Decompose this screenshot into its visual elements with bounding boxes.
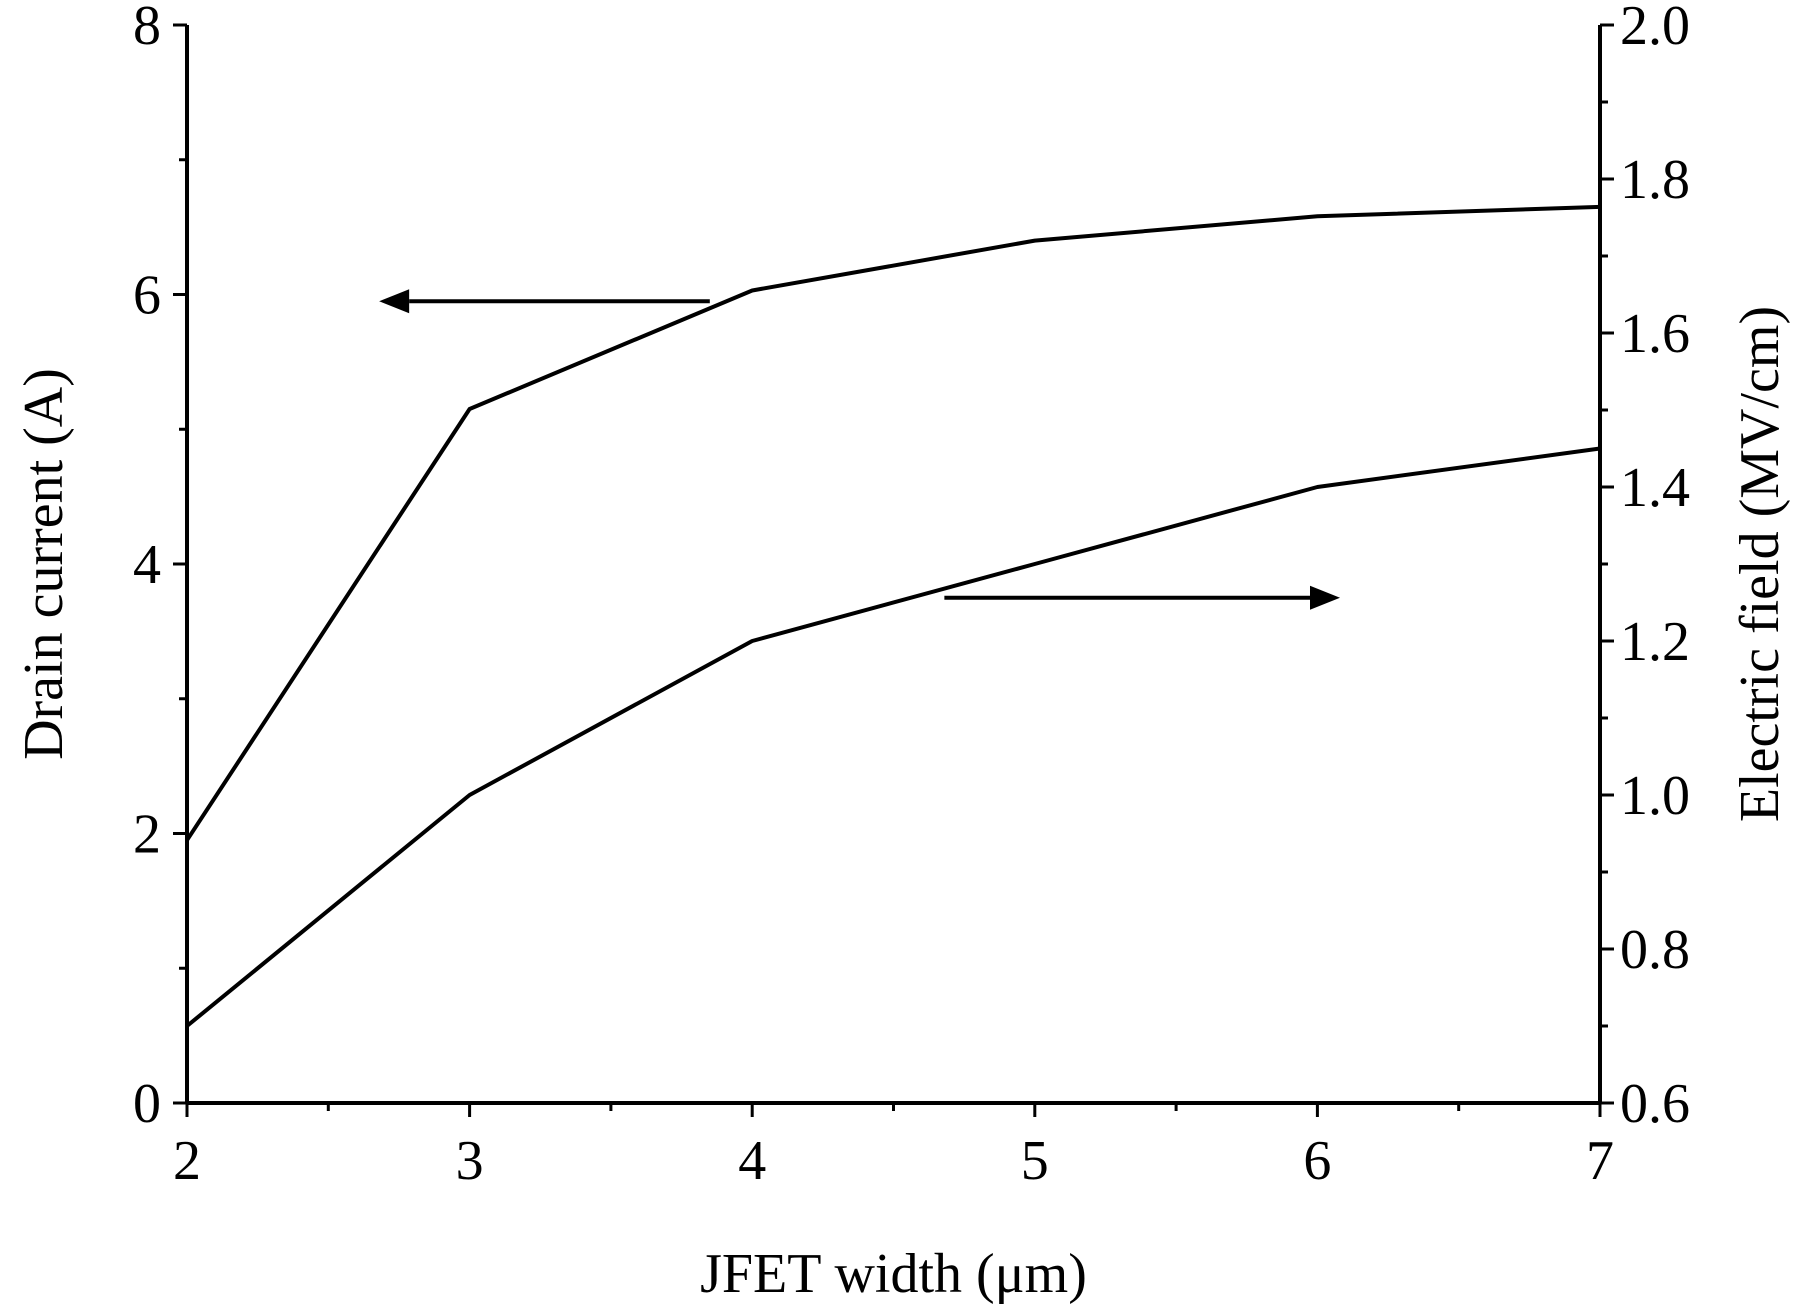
right-y-tick-label: 1.4	[1620, 457, 1690, 519]
x-tick-label: 3	[456, 1130, 484, 1192]
annotations	[379, 289, 1341, 610]
left-arrow-head	[379, 289, 410, 314]
axes	[185, 25, 1602, 1105]
x-tick-label: 2	[173, 1130, 201, 1192]
left-y-axis-label: Drain current (A)	[13, 368, 75, 760]
right-y-tick-label: 2.0	[1620, 0, 1690, 57]
electric-field-line	[185, 446, 1601, 1028]
left-y-tick-label: 8	[133, 0, 161, 57]
left-y-tick-label: 0	[133, 1073, 161, 1135]
drain-current-line	[185, 204, 1601, 842]
x-tick-label: 7	[1586, 1130, 1614, 1192]
right-y-tick-label: 0.6	[1620, 1073, 1690, 1135]
right-y-tick-label: 1.8	[1620, 149, 1690, 211]
right-y-tick-label: 1.0	[1620, 765, 1690, 827]
x-axis-label: JFET width (μm)	[700, 1243, 1087, 1305]
right-arrow-head	[1310, 585, 1341, 610]
x-tick-label: 5	[1021, 1130, 1049, 1192]
x-tick-label: 4	[738, 1130, 766, 1192]
x-tick-label: 6	[1303, 1130, 1331, 1192]
ticks	[173, 23, 1614, 1117]
left-y-tick-label: 4	[133, 534, 161, 596]
left-y-tick-label: 2	[133, 804, 161, 866]
right-y-tick-label: 1.2	[1620, 611, 1690, 673]
right-y-axis-label: Electric field (MV/cm)	[1729, 306, 1791, 822]
left-y-tick-label: 6	[133, 265, 161, 327]
series	[185, 204, 1601, 1028]
right-y-tick-label: 0.8	[1620, 919, 1690, 981]
right-y-tick-label: 1.6	[1620, 303, 1690, 365]
